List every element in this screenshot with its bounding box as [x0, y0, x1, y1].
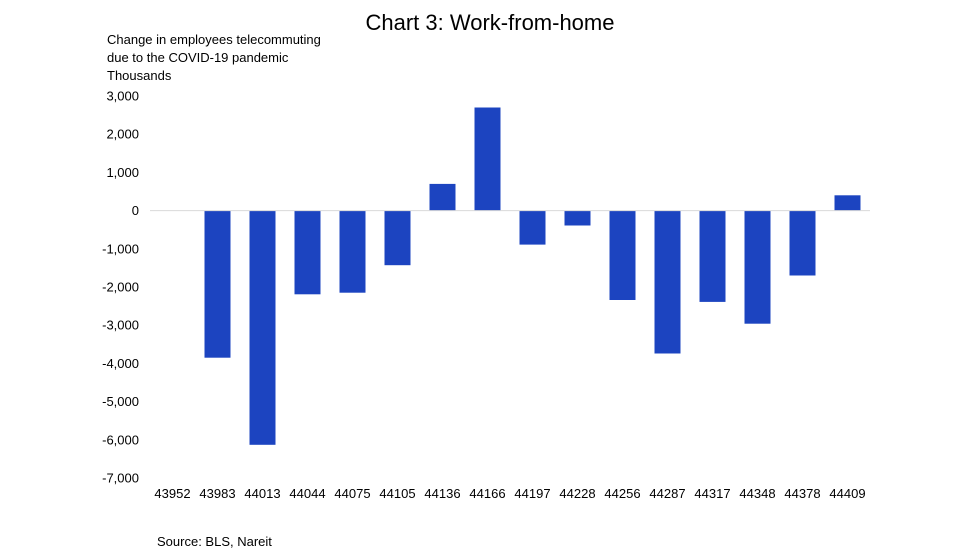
chart-title: Chart 3: Work-from-home [365, 10, 615, 35]
bar-44409 [834, 195, 861, 211]
bar-44317 [699, 210, 726, 302]
bar-44197 [519, 210, 546, 245]
bars-group [204, 107, 861, 445]
y-axis-label: Change in employees telecommuting due to… [107, 31, 321, 85]
source-note: Source: BLS, Nareit [157, 534, 272, 549]
y-axis-label-line-1: Change in employees telecommuting [107, 32, 321, 47]
y-axis-label-line-2: due to the COVID-19 pandemic [107, 50, 289, 65]
x-tick-label: 44348 [739, 486, 775, 501]
bar-44256 [609, 210, 636, 300]
x-tick-label: 44105 [379, 486, 415, 501]
x-tick-label: 43952 [154, 486, 190, 501]
bar-44166 [474, 107, 501, 211]
bar-44228 [564, 210, 591, 226]
y-tick-label: -1,000 [102, 241, 139, 256]
bar-44075 [339, 210, 366, 293]
bar-44044 [294, 210, 321, 295]
x-tick-label: 44013 [244, 486, 280, 501]
y-tick-label: 2,000 [106, 127, 139, 142]
bar-44105 [384, 210, 411, 266]
bar-44378 [789, 210, 816, 276]
x-tick-label: 44136 [424, 486, 460, 501]
x-tick-label: 44256 [604, 486, 640, 501]
x-tick-label: 44166 [469, 486, 505, 501]
y-tick-label: -4,000 [102, 356, 139, 371]
x-tick-label: 44044 [289, 486, 325, 501]
y-tick-label: -2,000 [102, 280, 139, 295]
y-tick-label: 1,000 [106, 165, 139, 180]
y-tick-label: 0 [132, 203, 139, 218]
x-tick-labels: 43952 43983 44013 44044 44075 44105 44136 44166… [154, 486, 865, 501]
bar-44287 [654, 210, 681, 354]
y-tick-label: -7,000 [102, 471, 139, 486]
y-tick-label: 3,000 [106, 89, 139, 104]
x-tick-label: 44409 [829, 486, 865, 501]
x-tick-label: 44197 [514, 486, 550, 501]
bar-44348 [744, 210, 771, 324]
x-tick-label: 44287 [649, 486, 685, 501]
x-tick-label: 44228 [559, 486, 595, 501]
bar-43983 [204, 210, 231, 358]
bar-44013 [249, 210, 276, 445]
y-tick-labels: 3,000 2,000 1,000 0 -1,000 -2,000 -3,000 -4,000… [102, 89, 139, 486]
y-tick-label: -5,000 [102, 394, 139, 409]
y-tick-label: -3,000 [102, 318, 139, 333]
x-tick-label: 44075 [334, 486, 370, 501]
x-tick-label: 44378 [784, 486, 820, 501]
y-axis-label-line-3: Thousands [107, 68, 172, 83]
bar-44136 [429, 183, 456, 211]
x-tick-label: 43983 [199, 486, 235, 501]
x-tick-label: 44317 [694, 486, 730, 501]
y-tick-label: -6,000 [102, 432, 139, 447]
